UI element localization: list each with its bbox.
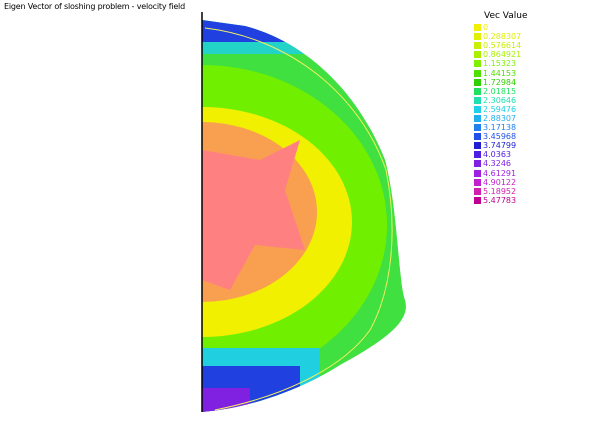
legend-label: 3.74799 — [483, 141, 517, 151]
plot-title: Eigen Vector of sloshing problem - veloc… — [4, 2, 185, 11]
legend-label: 2.59476 — [483, 104, 517, 114]
legend-entry: 4.61291 — [474, 169, 528, 178]
legend-swatch — [474, 187, 481, 195]
legend-label: 2.30646 — [483, 95, 517, 105]
free-surface-boundary — [204, 27, 393, 411]
legend-swatch — [474, 196, 481, 204]
legend-swatch — [474, 33, 481, 41]
legend-entry: 0.864921 — [474, 50, 528, 59]
legend-entry: 2.01815 — [474, 87, 528, 96]
legend-label: 1.72984 — [483, 77, 517, 87]
legend-swatch — [474, 105, 481, 113]
legend-label: 5.18952 — [483, 186, 517, 196]
legend-swatch — [474, 24, 481, 32]
legend-entry: 4.90122 — [474, 178, 528, 187]
legend-entry: 1.44153 — [474, 68, 528, 78]
legend-label: 1.44153 — [483, 68, 517, 78]
legend-label: 3.45968 — [483, 132, 517, 142]
field-layers — [202, 20, 406, 412]
legend-entry: 4.0363 — [474, 150, 528, 159]
legend-entry: 2.59476 — [474, 105, 528, 114]
legend-label: 1.15323 — [483, 59, 517, 69]
legend-entry: 3.45968 — [474, 132, 528, 141]
legend-swatch — [474, 133, 481, 141]
legend-label: 2.88307 — [483, 113, 517, 123]
legend-label: 0 — [483, 23, 489, 33]
legend-entry: 2.30646 — [474, 96, 528, 105]
legend-label: 0.288307 — [483, 32, 522, 42]
legend-label: 4.90122 — [483, 177, 517, 187]
legend-swatch — [474, 69, 481, 77]
legend-label: 4.61291 — [483, 168, 517, 178]
legend-entry: 5.47783 — [474, 196, 528, 205]
legend-label: 3.17138 — [483, 123, 517, 133]
legend-rows: 0 0.288307 0.576614 0.864921 1.15323 1.44153 1… — [474, 23, 528, 205]
legend-swatch — [474, 142, 481, 150]
legend-swatch — [474, 114, 481, 122]
legend-swatch — [474, 60, 481, 68]
legend-entry: 0.288307 — [474, 32, 528, 41]
legend-entry: 2.88307 — [474, 114, 528, 123]
legend-swatch — [474, 42, 481, 50]
legend-label: 0.864921 — [483, 50, 522, 60]
legend-entry: 4.3246 — [474, 159, 528, 168]
legend-entry: 5.18952 — [474, 187, 528, 196]
legend-label: 0.576614 — [483, 41, 522, 51]
legend-swatch — [474, 160, 481, 168]
color-legend: Vec Value 0 0.288307 0.576614 0.864921 1.153… — [474, 11, 528, 205]
legend-label: 4.0363 — [483, 150, 511, 160]
field-core-region — [202, 140, 305, 290]
legend-swatch — [474, 78, 481, 86]
legend-entry: 0 — [474, 23, 528, 32]
legend-entry: 1.72984 — [474, 78, 528, 87]
legend-label: 4.3246 — [483, 159, 511, 169]
legend-swatch — [474, 96, 481, 104]
legend-label: 5.47783 — [483, 195, 517, 205]
legend-entry: 1.15323 — [474, 59, 528, 68]
legend-swatch — [474, 151, 481, 159]
legend-entry: 3.17138 — [474, 123, 528, 132]
field-top-blue-region — [202, 20, 300, 42]
legend-swatch — [474, 87, 481, 95]
legend-entry: 3.74799 — [474, 141, 528, 150]
legend-swatch — [474, 169, 481, 177]
legend-swatch — [474, 178, 481, 186]
legend-label: 2.01815 — [483, 86, 517, 96]
legend-title: Vec Value — [484, 11, 528, 21]
legend-entry: 0.576614 — [474, 41, 528, 50]
legend-swatch — [474, 124, 481, 132]
legend-swatch — [474, 51, 481, 59]
